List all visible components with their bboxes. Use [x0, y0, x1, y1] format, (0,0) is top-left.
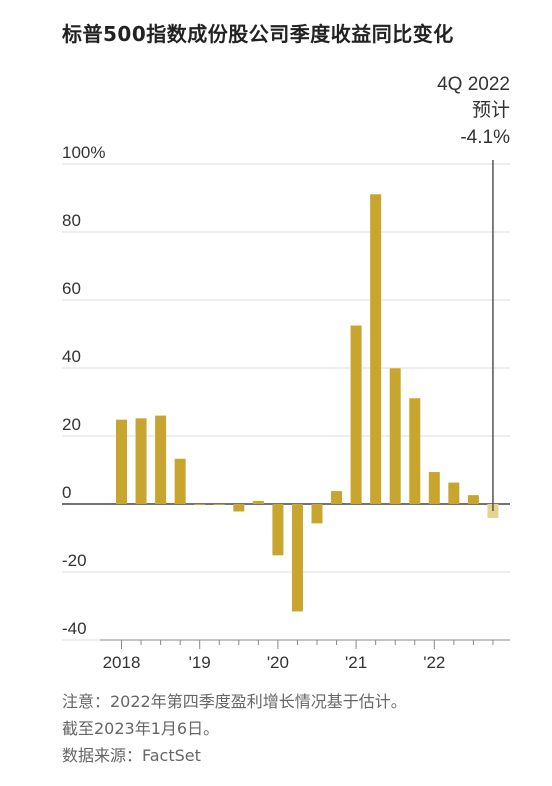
- y-tick-label: 40: [62, 347, 81, 366]
- bar-3q-2022: [467, 495, 479, 504]
- x-tick-label: '20: [267, 653, 289, 672]
- chart-title: 标普500指数成份股公司季度收益同比变化: [62, 22, 454, 46]
- bar-2q-2020: [291, 504, 303, 612]
- bar-2q-2019: [213, 504, 225, 505]
- y-tick-label: -40: [62, 619, 87, 638]
- bar-4q-2021: [409, 398, 421, 504]
- x-tick-label: '22: [423, 653, 445, 672]
- x-tick-label: 2018: [103, 653, 141, 672]
- bar-1q-2022: [428, 472, 440, 504]
- note-estimate: 注意：2022年第四季度盈利增长情况基于估计。: [62, 692, 407, 711]
- estimate-annotation: 4Q 2022 预计 -4.1%: [437, 74, 510, 511]
- annotation-label-value: -4.1%: [460, 127, 510, 148]
- y-tick-label: 60: [62, 279, 81, 298]
- bar-2q-2018: [135, 418, 147, 504]
- bar-1q-2021: [350, 325, 362, 504]
- bar-3q-2018: [155, 415, 167, 504]
- note-source: 数据来源：FactSet: [62, 746, 201, 765]
- y-tick-label: 20: [62, 415, 81, 434]
- x-tick-label: '19: [189, 653, 211, 672]
- bar-4q-2020: [331, 491, 343, 504]
- annotation-label-quarter: 4Q 2022: [437, 74, 510, 95]
- y-tick-label: 80: [62, 211, 81, 230]
- grid-lines: [62, 163, 510, 641]
- bar-1q-2018: [116, 419, 127, 504]
- note-date: 截至2023年1月6日。: [62, 719, 220, 738]
- bars: [116, 194, 499, 612]
- y-tick-label: 100%: [62, 143, 105, 162]
- bar-3q-2021: [389, 368, 401, 504]
- y-tick-label: 0: [62, 483, 71, 502]
- bar-1q-2020: [272, 504, 284, 556]
- bar-1q-2019: [194, 504, 206, 505]
- x-tick-label: '21: [345, 653, 367, 672]
- chart-notes: 注意：2022年第四季度盈利增长情况基于估计。 截至2023年1月6日。 数据来…: [62, 688, 407, 769]
- x-axis: 2018 '19 '20 '21 '22: [100, 639, 510, 672]
- bar-4q-2018: [174, 458, 186, 504]
- y-axis-ticks: -40 -20 0 20 40 60 80 100%: [62, 143, 105, 638]
- annotation-label-estimate: 预计: [472, 99, 510, 121]
- bar-2q-2021: [370, 194, 382, 504]
- bar-3q-2020: [311, 504, 323, 524]
- bar-4q-2019: [252, 500, 264, 504]
- y-tick-label: -20: [62, 551, 87, 570]
- bar-2q-2022: [448, 482, 460, 504]
- bar-3q-2019: [233, 504, 245, 512]
